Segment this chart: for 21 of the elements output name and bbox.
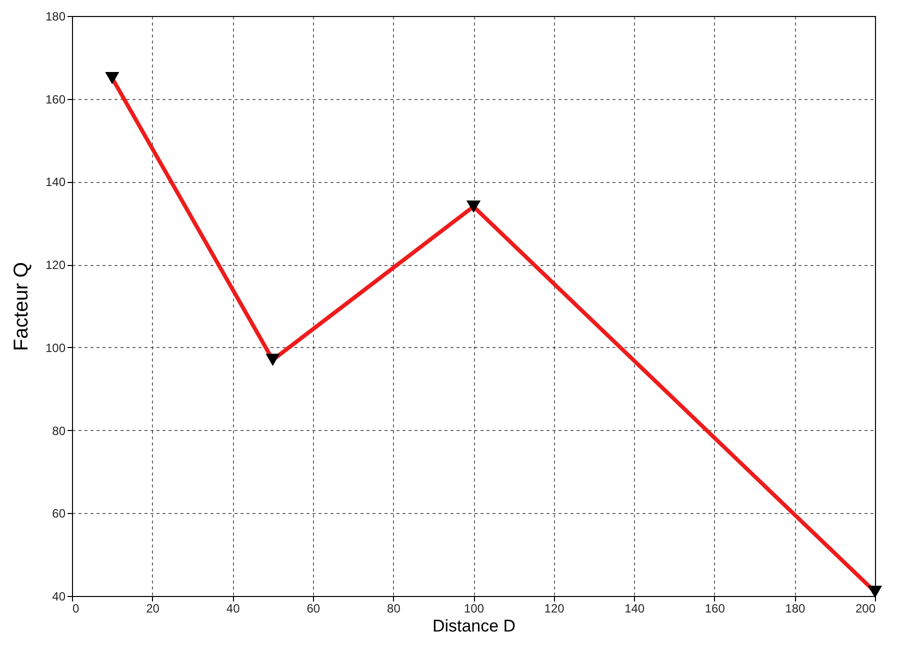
y-tick-label: 180 — [45, 10, 66, 24]
x-tick-label: 200 — [855, 602, 876, 616]
x-tick-label: 80 — [387, 602, 401, 616]
y-axis-title: Facteur Q — [10, 262, 32, 351]
y-tick-label: 100 — [45, 340, 66, 355]
x-tick-label: 0 — [72, 602, 80, 616]
x-tick-label: 120 — [544, 602, 565, 616]
x-tick-label: 100 — [464, 602, 484, 616]
y-tick-label: 160 — [45, 92, 66, 106]
x-axis-title: Distance D — [432, 616, 516, 636]
y-tick-label: 40 — [52, 590, 66, 604]
y-tick-label: 140 — [45, 175, 66, 190]
x-tick-label: 40 — [226, 602, 240, 616]
y-tick-label: 80 — [52, 424, 66, 438]
x-tick-label: 140 — [624, 602, 645, 616]
y-tick-label: 120 — [45, 258, 66, 272]
x-tick-label: 160 — [704, 602, 726, 616]
x-tick-label: 60 — [306, 602, 320, 616]
x-tick-label: 20 — [146, 602, 160, 616]
x-tick-label: 180 — [785, 602, 806, 616]
y-tick-label: 60 — [52, 506, 66, 521]
